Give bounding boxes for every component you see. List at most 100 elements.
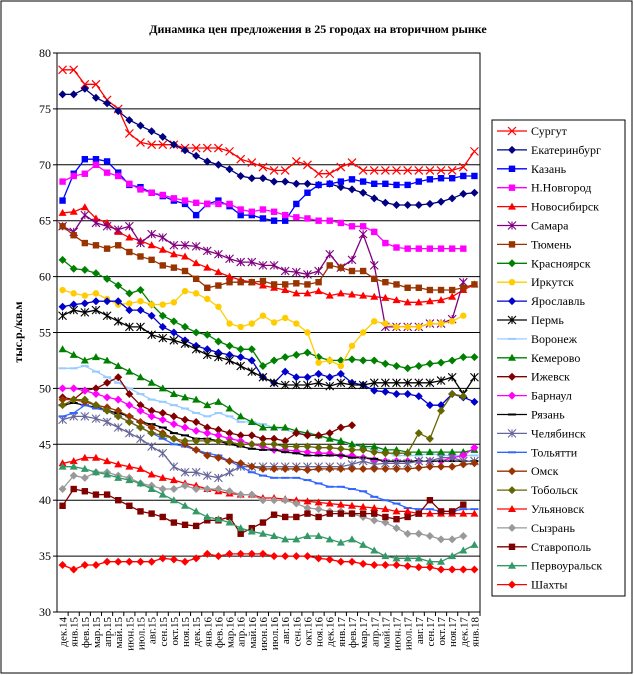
marker	[460, 284, 467, 291]
marker	[136, 238, 145, 248]
x-tick-label: авг.15	[147, 617, 159, 645]
marker	[192, 507, 201, 515]
marker	[392, 449, 401, 458]
marker	[126, 248, 133, 256]
marker	[58, 395, 67, 404]
marker	[508, 505, 516, 512]
marker	[124, 129, 134, 138]
marker	[92, 491, 100, 498]
marker	[370, 464, 379, 473]
marker	[370, 194, 379, 203]
marker	[181, 287, 189, 295]
marker	[414, 298, 423, 306]
marker	[192, 259, 201, 267]
marker	[508, 165, 516, 172]
marker	[125, 389, 134, 398]
marker	[115, 242, 122, 249]
marker	[214, 453, 223, 462]
marker	[214, 436, 223, 445]
marker	[448, 286, 456, 294]
marker	[415, 284, 422, 291]
marker	[381, 359, 390, 368]
marker	[236, 549, 245, 558]
marker	[403, 389, 412, 398]
marker	[392, 507, 401, 515]
marker	[81, 292, 89, 299]
marker	[59, 286, 66, 294]
marker	[147, 140, 157, 150]
marker	[381, 561, 390, 570]
marker	[247, 174, 256, 183]
marker	[371, 180, 378, 188]
marker	[202, 471, 212, 480]
marker	[69, 350, 78, 358]
marker	[437, 175, 445, 182]
marker	[292, 499, 301, 508]
marker	[437, 406, 446, 415]
marker	[281, 211, 289, 219]
marker	[113, 316, 123, 326]
marker	[336, 464, 345, 473]
marker	[448, 356, 457, 365]
marker	[303, 466, 312, 475]
marker	[370, 356, 379, 365]
marker	[292, 289, 301, 297]
marker	[314, 505, 323, 514]
marker	[325, 249, 335, 259]
marker	[192, 395, 201, 403]
marker	[124, 322, 134, 332]
marker	[147, 423, 156, 432]
marker	[59, 197, 66, 204]
marker	[70, 290, 77, 297]
marker	[303, 431, 312, 440]
marker	[137, 508, 144, 515]
marker	[347, 445, 356, 454]
marker	[58, 384, 67, 393]
marker	[460, 172, 467, 180]
marker	[225, 165, 234, 174]
marker	[326, 180, 333, 188]
x-tick-label: сен.16	[291, 617, 303, 647]
marker	[114, 362, 123, 370]
marker	[314, 431, 323, 440]
marker	[158, 333, 168, 343]
marker	[304, 329, 311, 336]
marker	[347, 421, 356, 430]
marker	[359, 178, 367, 185]
marker	[414, 429, 423, 438]
marker	[471, 281, 478, 288]
marker	[370, 442, 379, 450]
marker	[325, 373, 334, 382]
marker	[92, 242, 100, 249]
marker	[147, 442, 157, 451]
marker	[203, 345, 212, 354]
marker	[258, 372, 268, 382]
marker	[382, 513, 389, 521]
marker	[247, 462, 256, 471]
marker	[236, 171, 245, 180]
marker	[214, 552, 223, 561]
marker	[314, 443, 323, 452]
marker	[203, 330, 212, 339]
marker	[225, 487, 234, 496]
marker	[281, 177, 290, 186]
marker	[447, 372, 457, 382]
marker	[448, 508, 456, 515]
marker	[304, 510, 311, 517]
marker	[91, 453, 100, 461]
marker	[508, 353, 516, 361]
marker	[437, 462, 446, 471]
marker	[270, 423, 279, 431]
marker	[436, 376, 446, 385]
marker	[91, 561, 100, 570]
x-tick-label: янв.18	[469, 617, 481, 647]
marker	[114, 460, 123, 468]
marker	[103, 245, 111, 252]
marker	[359, 329, 367, 336]
marker	[359, 502, 368, 510]
marker	[159, 191, 166, 199]
marker	[303, 504, 312, 513]
marker	[137, 253, 144, 260]
marker	[460, 245, 467, 252]
marker	[281, 423, 290, 431]
